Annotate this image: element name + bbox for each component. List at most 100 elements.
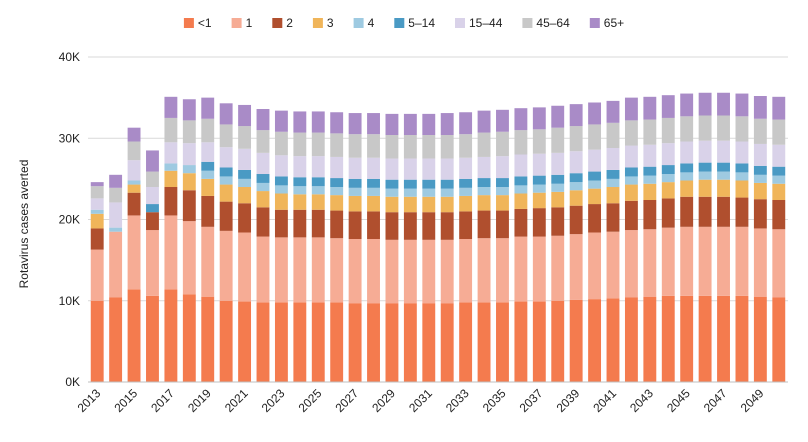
bar-segment bbox=[367, 195, 380, 212]
bar-segment bbox=[109, 174, 123, 188]
bar-segment bbox=[624, 97, 638, 121]
bar-segment bbox=[772, 175, 786, 184]
bar-segment bbox=[514, 236, 528, 302]
bar-segment bbox=[164, 215, 178, 290]
bar-segment bbox=[514, 185, 528, 194]
bar-segment bbox=[367, 178, 380, 188]
bar-segment bbox=[274, 302, 288, 383]
bar-segment bbox=[367, 134, 380, 158]
bar-segment bbox=[459, 195, 473, 212]
bar-segment bbox=[330, 195, 344, 211]
bar-segment bbox=[201, 142, 215, 162]
bar-segment bbox=[569, 151, 583, 174]
bar-segment bbox=[753, 174, 767, 183]
bar-segment bbox=[164, 117, 178, 143]
bar-segment bbox=[127, 192, 141, 216]
bar-segment bbox=[698, 196, 712, 227]
bar-segment bbox=[514, 193, 528, 209]
bar-segment bbox=[348, 157, 362, 179]
bar-segment bbox=[680, 116, 694, 142]
bar-segment bbox=[164, 142, 178, 164]
bar-segment bbox=[367, 157, 380, 179]
y-tick-label: 0K bbox=[65, 375, 80, 389]
bar-segment bbox=[182, 294, 196, 382]
bar-segment bbox=[146, 295, 159, 383]
bar-segment bbox=[127, 160, 141, 181]
bar-segment bbox=[496, 178, 509, 187]
bar-segment bbox=[90, 228, 104, 250]
bar-segment bbox=[274, 131, 288, 156]
bar-segment bbox=[661, 295, 675, 383]
bar-segment bbox=[569, 173, 583, 183]
bar-segment bbox=[201, 161, 215, 171]
legend-label: 65+ bbox=[604, 16, 624, 30]
bar-segment bbox=[127, 215, 141, 290]
bar-segment bbox=[274, 110, 288, 132]
bar-segment bbox=[422, 179, 436, 189]
bar-segment bbox=[293, 132, 307, 157]
y-tick-label: 40K bbox=[59, 50, 80, 64]
bar-segment bbox=[330, 238, 344, 303]
bar-segment bbox=[532, 236, 546, 302]
bar-segment bbox=[459, 178, 473, 188]
bar-segment bbox=[182, 190, 196, 222]
bar-segment bbox=[514, 301, 528, 382]
bar-segment bbox=[717, 226, 730, 296]
bar-segment bbox=[569, 182, 583, 191]
bar-segment bbox=[496, 187, 509, 196]
bar-segment bbox=[606, 203, 620, 232]
bar-segment bbox=[551, 235, 565, 301]
bar-segment bbox=[772, 166, 786, 176]
legend-label: 3 bbox=[327, 16, 334, 30]
bar-segment bbox=[588, 124, 602, 150]
bar-segment bbox=[219, 230, 233, 301]
bar-segment bbox=[698, 179, 712, 197]
legend-label: 2 bbox=[286, 16, 293, 30]
bar-segment bbox=[256, 207, 270, 237]
bar-segment bbox=[146, 187, 159, 205]
bar-segment bbox=[551, 191, 565, 208]
bar-segment bbox=[238, 126, 252, 149]
bar-segment bbox=[532, 184, 546, 193]
legend-item: 4 bbox=[353, 16, 375, 30]
bar-segment bbox=[459, 187, 473, 196]
bar-segment bbox=[348, 211, 362, 240]
bar-segment bbox=[569, 126, 583, 152]
bar-segment bbox=[385, 179, 399, 189]
bar-segment bbox=[182, 143, 196, 166]
bar-segment bbox=[477, 195, 491, 211]
bar-segment bbox=[422, 212, 436, 240]
bar-segment bbox=[403, 188, 417, 197]
bar-segment bbox=[90, 182, 104, 187]
bar-segment bbox=[146, 230, 159, 296]
bar-segment bbox=[330, 178, 344, 187]
bar-segment bbox=[182, 120, 196, 144]
bar-segment bbox=[459, 211, 473, 240]
legend-item: 2 bbox=[272, 16, 293, 30]
bar-segment bbox=[256, 109, 270, 131]
bar-segment bbox=[403, 158, 417, 180]
x-tick-label: 2027 bbox=[332, 386, 361, 415]
bar-segment bbox=[403, 303, 417, 382]
bar-segment bbox=[293, 209, 307, 238]
y-tick-label: 30K bbox=[59, 131, 80, 145]
bar-segment bbox=[90, 186, 104, 199]
legend-item: 65+ bbox=[589, 16, 624, 30]
bar-segment bbox=[330, 112, 344, 134]
bar-segment bbox=[274, 237, 288, 303]
bar-segment bbox=[238, 178, 252, 188]
bar-segment bbox=[238, 232, 252, 302]
bar-segment bbox=[293, 186, 307, 195]
bar-segment bbox=[219, 103, 233, 125]
bar-segment bbox=[643, 96, 657, 120]
bar-segment bbox=[238, 148, 252, 170]
bar-segment bbox=[311, 194, 325, 210]
bar-segment bbox=[624, 120, 638, 146]
bar-segment bbox=[422, 196, 436, 213]
bar-segment bbox=[367, 303, 380, 382]
bar-segment bbox=[643, 183, 657, 200]
y-axis: 0K 10K 20K 30K 40K bbox=[59, 50, 80, 389]
bar-segment bbox=[348, 113, 362, 135]
bar-segment bbox=[256, 152, 270, 175]
bar-segment bbox=[201, 97, 215, 119]
